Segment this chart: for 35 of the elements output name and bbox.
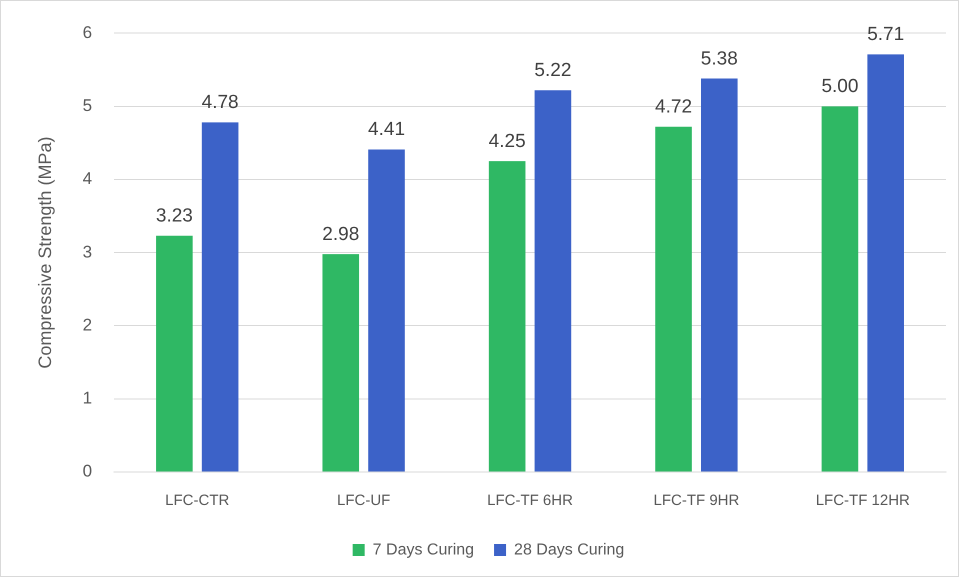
data-label: 3.23 (156, 206, 193, 227)
bar (867, 54, 904, 472)
bar (822, 106, 858, 472)
x-tick-label: LFC-TF 9HR (653, 492, 740, 510)
data-label: 4.25 (488, 130, 526, 152)
bar (700, 78, 738, 472)
data-label: 5.71 (867, 24, 904, 46)
data-label: 4.41 (368, 119, 406, 140)
bar (655, 126, 692, 472)
y-tick-label: 2 (82, 315, 92, 334)
y-tick-label: 6 (82, 22, 92, 42)
x-tick-label: LFC-TF 6HR (487, 492, 574, 510)
y-tick-label: 4 (82, 169, 92, 188)
y-tick-label: 0 (82, 462, 92, 481)
bar (534, 90, 572, 472)
y-axis-title: Compressive Strength (MPa) (34, 136, 55, 369)
x-tick-label: LFC-TF 12HR (816, 492, 910, 510)
bar (488, 161, 526, 472)
bar (202, 122, 238, 472)
x-tick-label: LFC-UF (336, 492, 390, 510)
data-label: 4.78 (202, 92, 239, 114)
x-tick-label: LFC-CTR (165, 492, 230, 510)
data-label: 5.22 (534, 60, 572, 81)
y-tick-label: 1 (82, 388, 92, 408)
data-label: 4.72 (655, 96, 692, 118)
bar (322, 254, 360, 472)
data-label: 5.00 (821, 76, 858, 98)
y-tick-label: 5 (82, 96, 92, 116)
data-label: 5.38 (700, 48, 738, 70)
y-tick-label: 3 (82, 242, 92, 262)
bar (156, 236, 193, 472)
legend-label: 28 Days Curing (514, 541, 624, 558)
legend-label: 7 Days Curing (372, 541, 474, 558)
data-label: 2.98 (322, 224, 360, 245)
bar (368, 149, 405, 472)
